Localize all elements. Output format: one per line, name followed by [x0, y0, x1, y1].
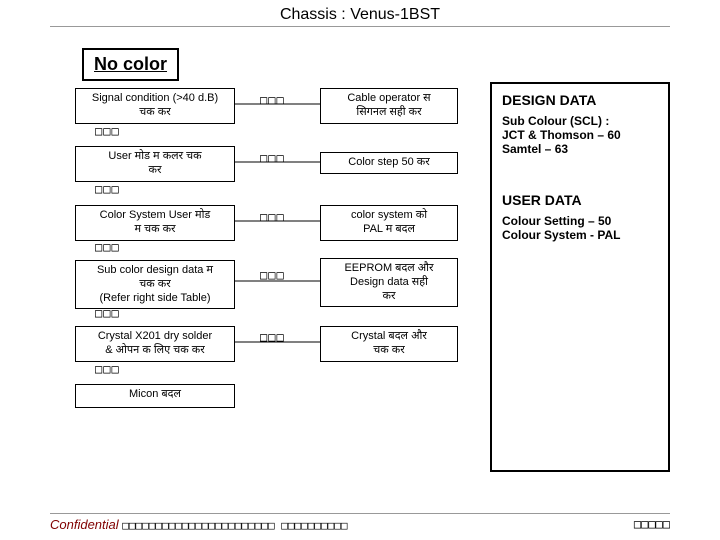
page-footer: Confidential □□□□□□□□□□□□□□□□□□□□□□□ □□□… — [50, 513, 670, 532]
right-node-0: Cable operator ससिगनल सही कर — [320, 88, 458, 124]
design-line: Samtel – 63 — [502, 142, 658, 156]
data-panel: DESIGN DATA Sub Colour (SCL) : JCT & Tho… — [490, 82, 670, 472]
flow-title: No color — [82, 48, 179, 81]
left-squares-1: □□□ — [95, 182, 120, 196]
design-line: JCT & Thomson – 60 — [502, 128, 658, 142]
page-header: Chassis : Venus-1BST — [50, 0, 670, 27]
right-node-3: EEPROM बदल औरDesign data सहीकर — [320, 258, 458, 307]
left-squares-3: □□□ — [95, 306, 120, 320]
user-line: Colour Setting – 50 — [502, 214, 658, 228]
mid-squares-3: □□□ — [260, 268, 285, 282]
left-squares-2: □□□ — [95, 240, 120, 254]
left-node-5: Micon बदल — [75, 384, 235, 408]
left-node-3: Sub color design data मचक कर(Refer right… — [75, 260, 235, 309]
left-node-1: User मोड म कलर चककर — [75, 146, 235, 182]
left-node-2: Color System User मोडम चक कर — [75, 205, 235, 241]
user-line: Colour System - PAL — [502, 228, 658, 242]
right-node-1: Color step 50 कर — [320, 152, 458, 174]
design-data-title: DESIGN DATA — [502, 92, 658, 108]
mid-squares-1: □□□ — [260, 151, 285, 165]
left-node-0: Signal condition (>40 d.B)चक कर — [75, 88, 235, 124]
footer-squares-right: □□□□□ — [634, 517, 670, 531]
right-node-4: Crystal बदल औरचक कर — [320, 326, 458, 362]
mid-squares-2: □□□ — [260, 210, 285, 224]
design-line: Sub Colour (SCL) : — [502, 114, 658, 128]
left-node-4: Crystal X201 dry solder& ओपन क लिए चक कर — [75, 326, 235, 362]
user-data-title: USER DATA — [502, 192, 658, 208]
mid-squares-0: □□□ — [260, 93, 285, 107]
left-squares-0: □□□ — [95, 124, 120, 138]
mid-squares-4: □□□ — [260, 330, 285, 344]
footer-squares: □□□□□□□□□□□□□□□□□□□□□□□ □□□□□□□□□□ — [122, 519, 347, 532]
right-node-2: color system कोPAL म बदल — [320, 205, 458, 241]
confidential-label: Confidential — [50, 517, 119, 532]
left-squares-4: □□□ — [95, 362, 120, 376]
